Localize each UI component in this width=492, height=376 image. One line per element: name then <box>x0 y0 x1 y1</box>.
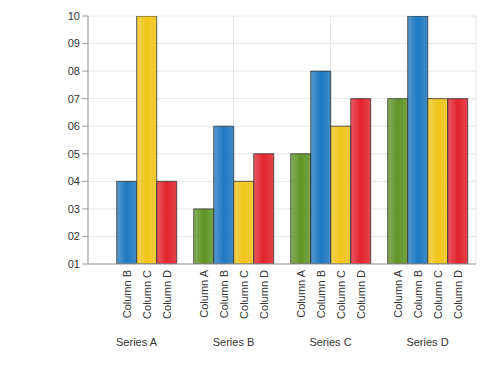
svg-text:03: 03 <box>68 203 80 215</box>
svg-text:Series A: Series A <box>116 336 158 348</box>
svg-text:Column D: Column D <box>161 270 173 319</box>
svg-text:05: 05 <box>68 148 80 160</box>
svg-text:Column C: Column C <box>141 270 153 319</box>
svg-text:Column A: Column A <box>392 269 404 317</box>
svg-text:Column C: Column C <box>432 270 444 319</box>
svg-text:Column B: Column B <box>315 270 327 318</box>
svg-text:Column B: Column B <box>218 270 230 318</box>
svg-text:Column D: Column D <box>452 270 464 319</box>
svg-text:01: 01 <box>68 258 80 270</box>
svg-text:Column A: Column A <box>198 269 210 317</box>
svg-text:02: 02 <box>68 230 80 242</box>
svg-text:Column B: Column B <box>412 270 424 318</box>
svg-text:Column A: Column A <box>295 269 307 317</box>
svg-text:Column C: Column C <box>335 270 347 319</box>
svg-text:Column D: Column D <box>258 270 270 319</box>
svg-text:04: 04 <box>68 175 80 187</box>
svg-text:Column C: Column C <box>238 270 250 319</box>
svg-text:09: 09 <box>68 37 80 49</box>
svg-text:Series C: Series C <box>309 336 351 348</box>
svg-text:Series D: Series D <box>406 336 448 348</box>
svg-text:10: 10 <box>68 10 80 22</box>
svg-text:08: 08 <box>68 65 80 77</box>
svg-text:06: 06 <box>68 120 80 132</box>
svg-text:07: 07 <box>68 93 80 105</box>
svg-text:Column B: Column B <box>121 270 133 318</box>
svg-text:Column D: Column D <box>355 270 367 319</box>
svg-text:Series B: Series B <box>213 336 255 348</box>
